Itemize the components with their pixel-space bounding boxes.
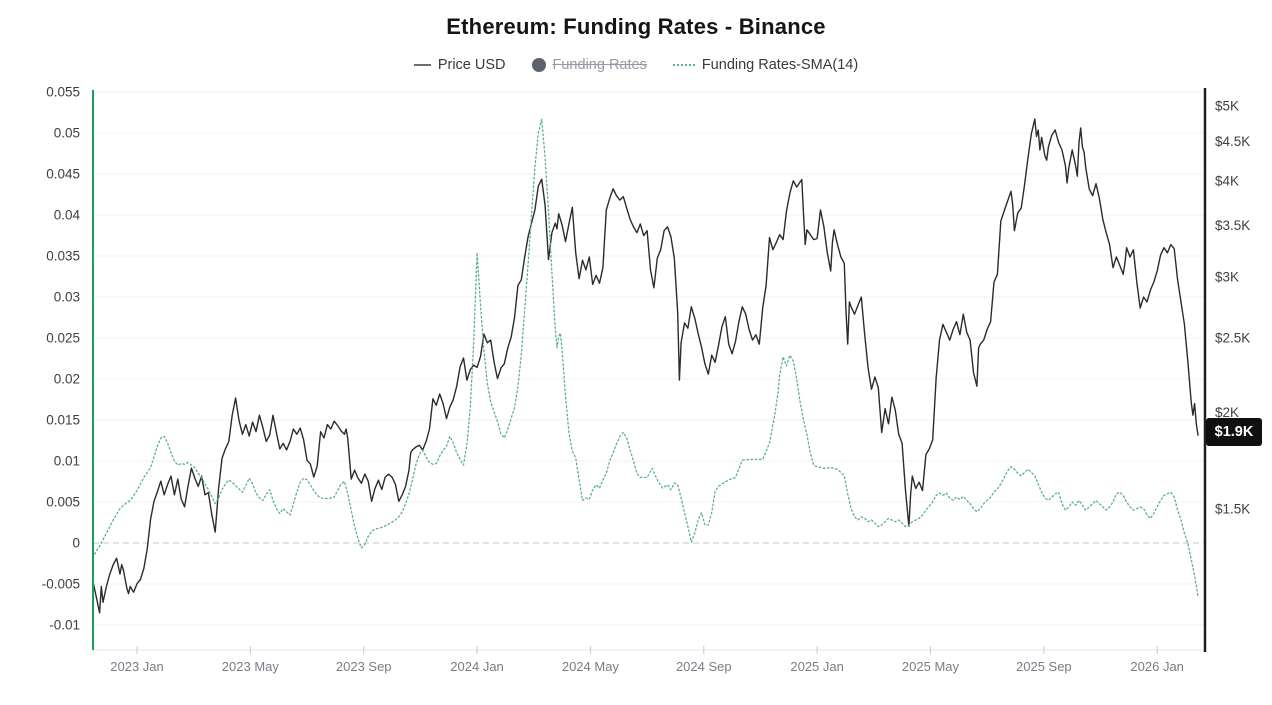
- legend-item-price-usd[interactable]: Price USD: [413, 57, 506, 73]
- legend: Price USD Funding Rates Funding Rates-SM…: [0, 57, 1272, 73]
- x-tick-label: 2024 May: [562, 659, 620, 674]
- plot-area[interactable]: [93, 90, 1205, 650]
- right-tick-label: $4K: [1215, 173, 1239, 188]
- left-tick-label: 0.025: [46, 331, 80, 346]
- legend-item-funding-rates-sma[interactable]: Funding Rates-SMA(14): [672, 57, 859, 73]
- left-tick-label: 0.02: [54, 372, 80, 387]
- left-tick-label: 0.055: [46, 85, 80, 100]
- left-tick-label: 0.035: [46, 249, 80, 264]
- x-tick-label: 2023 Jan: [110, 659, 164, 674]
- x-tick-label: 2024 Sep: [676, 659, 732, 674]
- left-tick-label: 0: [72, 536, 80, 551]
- sma-line: [92, 118, 1199, 597]
- right-tick-label: $2K: [1215, 405, 1239, 420]
- price-line-swatch-icon: [413, 64, 431, 66]
- left-tick-label: 0.03: [54, 290, 80, 305]
- left-tick-label: 0.01: [54, 454, 80, 469]
- legend-label-funding-rates: Funding Rates: [552, 57, 647, 73]
- x-tick-label: 2025 Jan: [790, 659, 844, 674]
- left-tick-label: 0.015: [46, 413, 80, 428]
- right-tick-label: $3K: [1215, 270, 1239, 285]
- sma-line-swatch-icon: [672, 64, 695, 66]
- legend-label-funding-rates-sma: Funding Rates-SMA(14): [701, 57, 859, 73]
- left-tick-label: -0.01: [49, 618, 80, 633]
- last-price-badge: $1.9K: [1206, 418, 1262, 446]
- x-tick-label: 2023 May: [222, 659, 280, 674]
- x-tick-label: 2024 Jan: [450, 659, 504, 674]
- legend-label-price-usd: Price USD: [437, 57, 506, 73]
- left-tick-label: 0.005: [46, 495, 80, 510]
- left-tick-label: 0.045: [46, 167, 80, 182]
- x-tick-label: 2025 May: [902, 659, 960, 674]
- funding-rates-marker-icon: [531, 58, 546, 72]
- left-tick-label: -0.005: [42, 577, 80, 592]
- right-tick-label: $3.5K: [1215, 218, 1250, 233]
- right-tick-label: $4.5K: [1215, 134, 1250, 149]
- right-tick-label: $5K: [1215, 99, 1239, 114]
- chart-title: Ethereum: Funding Rates - Binance: [446, 14, 826, 39]
- right-tick-label: $1.5K: [1215, 502, 1250, 517]
- x-tick-label: 2025 Sep: [1016, 659, 1072, 674]
- price-line: [92, 118, 1199, 614]
- left-tick-label: 0.05: [54, 126, 80, 141]
- legend-item-funding-rates[interactable]: Funding Rates: [531, 57, 647, 73]
- left-tick-label: 0.04: [54, 208, 81, 223]
- x-tick-label: 2026 Jan: [1130, 659, 1184, 674]
- x-tick-label: 2023 Sep: [336, 659, 392, 674]
- right-tick-label: $2.5K: [1215, 331, 1250, 346]
